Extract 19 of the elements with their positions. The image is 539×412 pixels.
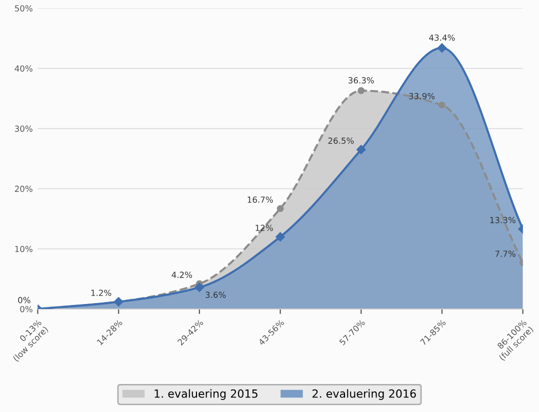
data-label: 33.9% xyxy=(409,93,435,100)
data-label: 1.2% xyxy=(91,290,112,296)
y-tick-label: 10% xyxy=(15,246,32,252)
y-tick-label: 0% xyxy=(20,306,32,312)
y-tick-label: 50% xyxy=(14,5,32,12)
data-label: 36.3% xyxy=(348,77,374,84)
data-label: 3.6% xyxy=(206,292,226,298)
data-label: 12% xyxy=(256,224,273,232)
legend-label: 1. evaluering 2015 xyxy=(154,389,258,400)
data-label: 13.3% xyxy=(490,216,516,224)
legend-label: 2. evaluering 2016 xyxy=(312,389,416,400)
y-tick-label: 20% xyxy=(14,186,32,192)
data-label: 4.2% xyxy=(172,272,192,278)
y-tick-label: 30% xyxy=(14,126,32,132)
data-label: 43.4% xyxy=(429,34,455,41)
data-label: 16.7% xyxy=(248,196,273,203)
data-label: 26.5% xyxy=(328,138,354,144)
y-tick-label: 40% xyxy=(14,65,32,72)
data-label: 7.7% xyxy=(495,250,516,257)
